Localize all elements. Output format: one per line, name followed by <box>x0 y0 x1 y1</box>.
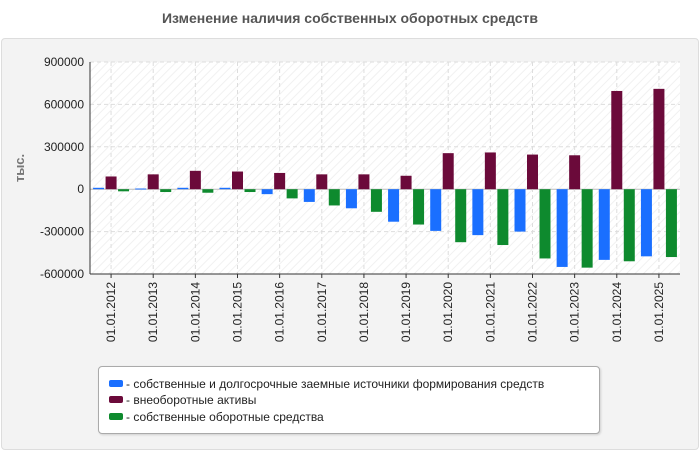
bar-noncurrent-assets <box>653 88 665 190</box>
bar-sources <box>472 189 484 236</box>
x-tick-label: 01.01.2021 <box>483 282 497 342</box>
bar-noncurrent-assets <box>569 155 581 190</box>
bar-noncurrent-assets <box>358 174 370 190</box>
legend-label-sources: - собственные и долгосрочные заемные ист… <box>126 377 545 391</box>
bar-sources <box>640 189 652 257</box>
y-tick-label: 900000 <box>44 55 84 69</box>
legend-swatch-sources <box>109 380 123 388</box>
bar-noncurrent-assets <box>484 152 496 190</box>
bar-sources <box>93 187 105 190</box>
y-tick-label: -300000 <box>40 225 84 239</box>
legend-item-sources[interactable]: - собственные и долгосрочные заемные ист… <box>109 376 544 392</box>
bar-noncurrent-assets <box>189 170 201 190</box>
bar-sources <box>345 189 357 209</box>
legend-item-working-capital[interactable]: - собственные оборотные средства <box>109 409 324 425</box>
bar-working-capital <box>370 189 382 212</box>
bar-sources <box>598 189 610 260</box>
bar-sources <box>430 189 442 231</box>
bar-noncurrent-assets <box>442 153 454 190</box>
bar-working-capital <box>623 189 635 262</box>
legend-swatch-noncurrent-assets <box>109 396 123 404</box>
bar-sources <box>219 187 231 190</box>
bar-noncurrent-assets <box>400 175 412 190</box>
x-tick-label: 01.01.2022 <box>526 282 540 342</box>
bar-sources <box>556 189 568 267</box>
bar-sources <box>261 189 273 195</box>
x-tick-label: 01.01.2018 <box>357 282 371 342</box>
legend-label-working-capital: - собственные оборотные средства <box>126 410 324 424</box>
y-tick-label: -600000 <box>40 267 84 281</box>
bar-sources <box>135 188 147 190</box>
x-tick-label: 01.01.2016 <box>273 282 287 342</box>
x-tick-label: 01.01.2019 <box>399 282 413 342</box>
bar-noncurrent-assets <box>147 174 159 190</box>
legend-item-noncurrent-assets[interactable]: - внеоборотные активы <box>109 392 256 408</box>
bar-working-capital <box>202 189 214 193</box>
bar-working-capital <box>413 189 425 225</box>
x-tick-label: 01.01.2017 <box>315 282 329 342</box>
bar-working-capital <box>118 189 130 192</box>
chart-title: Изменение наличия собственных оборотных … <box>161 10 539 26</box>
x-tick-label: 01.01.2015 <box>231 282 245 342</box>
bar-noncurrent-assets <box>316 174 328 190</box>
bar-working-capital <box>665 189 677 258</box>
bar-working-capital <box>497 189 509 246</box>
bar-working-capital <box>328 189 340 206</box>
bar-working-capital <box>286 189 298 199</box>
legend-swatch-working-capital <box>109 413 123 421</box>
x-tick-label: 01.01.2025 <box>652 282 666 342</box>
y-tick-label: 0 <box>77 182 84 196</box>
bar-noncurrent-assets <box>527 154 538 190</box>
bar-noncurrent-assets <box>232 171 243 190</box>
bar-working-capital <box>581 189 593 268</box>
x-tick-label: 01.01.2013 <box>146 282 160 342</box>
bar-working-capital <box>539 189 551 259</box>
bar-noncurrent-assets <box>105 176 117 190</box>
bar-working-capital <box>244 189 256 193</box>
y-axis-label: тыс. <box>12 154 27 182</box>
y-tick-label: 600000 <box>44 97 84 111</box>
bar-sources <box>388 189 400 222</box>
legend: - собственные и долгосрочные заемные ист… <box>98 366 600 434</box>
bar-noncurrent-assets <box>274 172 286 190</box>
bar-sources <box>177 187 189 190</box>
bar-noncurrent-assets <box>611 90 623 190</box>
x-tick-label: 01.01.2014 <box>188 282 202 342</box>
y-tick-label: 300000 <box>44 140 84 154</box>
x-tick-label: 01.01.2020 <box>441 282 455 342</box>
bar-sources <box>514 189 526 232</box>
x-tick-label: 01.01.2012 <box>104 282 118 342</box>
x-tick-label: 01.01.2023 <box>568 282 582 342</box>
bar-working-capital <box>455 189 467 243</box>
bar-sources <box>303 189 315 202</box>
legend-label-noncurrent-assets: - внеоборотные активы <box>126 393 257 407</box>
x-tick-label: 01.01.2024 <box>610 282 624 342</box>
bar-working-capital <box>160 189 172 193</box>
